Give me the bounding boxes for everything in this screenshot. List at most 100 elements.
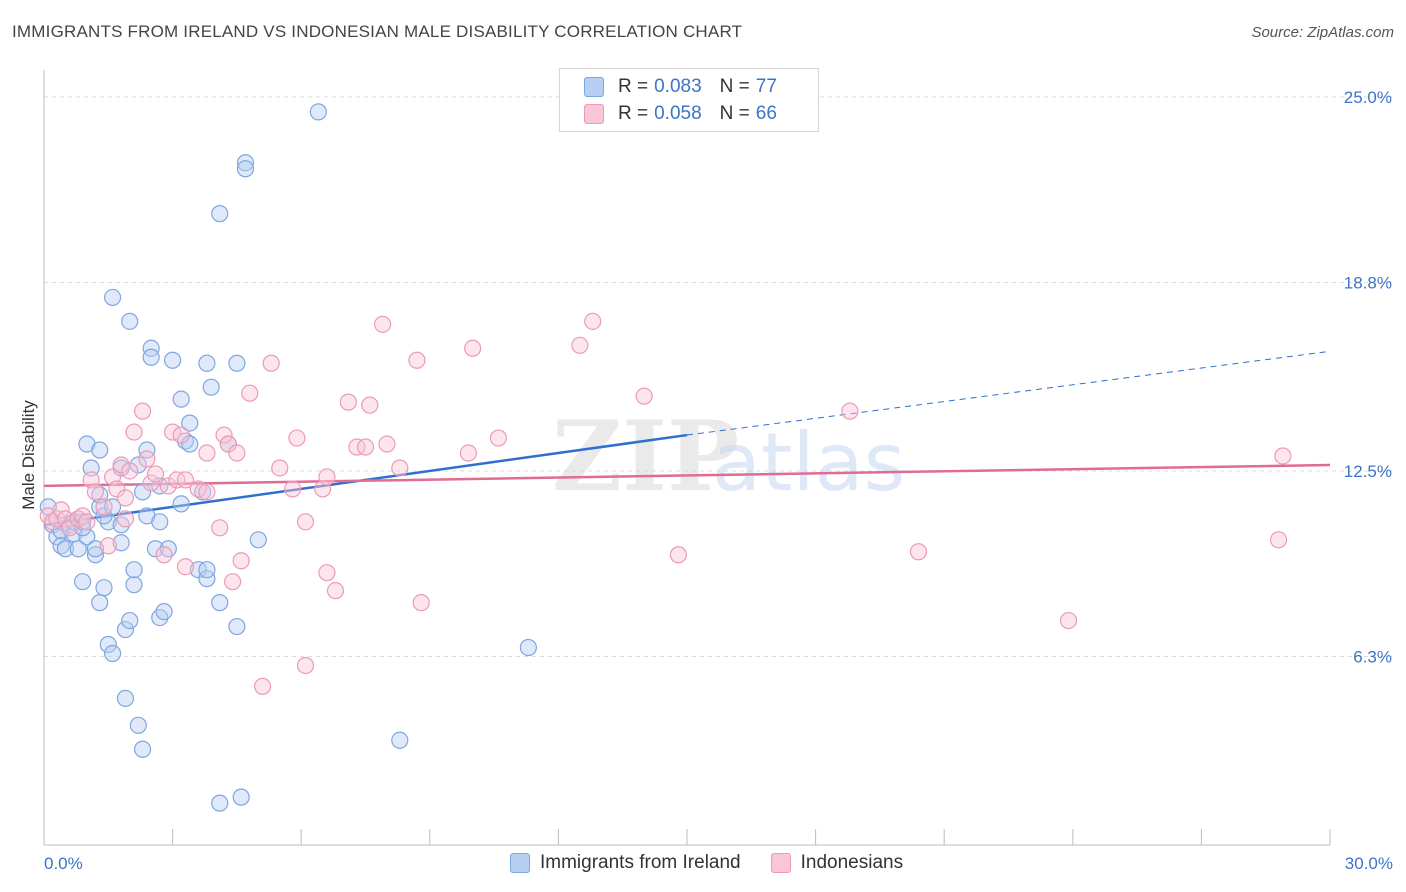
indonesians-point bbox=[326, 582, 345, 600]
ireland-point bbox=[103, 288, 122, 307]
axes bbox=[43, 70, 1331, 846]
legend-swatch-ireland bbox=[584, 77, 604, 97]
indonesians-point bbox=[61, 519, 79, 537]
indonesians-point bbox=[224, 573, 242, 591]
ireland-point bbox=[91, 594, 109, 612]
indonesians-point bbox=[176, 558, 195, 576]
series-swatch-ireland bbox=[510, 853, 530, 873]
y-tick-label: 25.0% bbox=[1344, 88, 1392, 107]
indonesians-point bbox=[296, 656, 315, 675]
n-value: 66 bbox=[755, 103, 777, 124]
indonesians-point bbox=[318, 564, 336, 582]
series-name-ireland: Immigrants from Ireland bbox=[540, 852, 741, 873]
indonesians-point bbox=[271, 459, 289, 477]
series-legend: Immigrants from Ireland Indonesians bbox=[510, 852, 933, 874]
ireland-point bbox=[103, 644, 122, 663]
y-tick-label: 6.3% bbox=[1353, 647, 1392, 666]
indonesians-point bbox=[412, 594, 430, 612]
r-label: R = bbox=[618, 76, 649, 97]
indonesians-point bbox=[176, 471, 195, 489]
ireland-point bbox=[181, 435, 199, 453]
ireland-point bbox=[181, 414, 199, 432]
ireland-point bbox=[95, 507, 113, 525]
indonesians-point bbox=[356, 438, 375, 456]
ireland-point bbox=[129, 456, 147, 474]
indonesians-point bbox=[155, 546, 173, 564]
ireland-point bbox=[211, 794, 229, 812]
indonesians-point bbox=[464, 339, 482, 357]
ireland-point bbox=[95, 579, 113, 597]
tick-labels: 6.3% 12.5% 18.8% 25.0% 0.0% 30.0% bbox=[44, 88, 1393, 873]
indonesians-point bbox=[489, 429, 507, 447]
ireland-point bbox=[228, 617, 246, 636]
indonesians-point bbox=[909, 543, 928, 561]
indonesians-point bbox=[99, 537, 117, 555]
correlation-legend: R = 0.083 N = 77 R = 0.058 N = 66 bbox=[559, 68, 819, 132]
ireland-point bbox=[155, 603, 173, 621]
r-value: 0.083 bbox=[654, 76, 702, 97]
indonesians-point bbox=[86, 483, 105, 501]
ireland-point bbox=[125, 576, 143, 594]
ireland-point bbox=[142, 339, 160, 357]
y-tick-label: 12.5% bbox=[1344, 462, 1392, 481]
ireland-point bbox=[236, 160, 255, 178]
ireland-point bbox=[164, 351, 182, 369]
source-credit: Source: ZipAtlas.com bbox=[1251, 24, 1394, 41]
indonesians-point bbox=[211, 519, 229, 537]
legend-row-indonesians: R = 0.058 N = 66 bbox=[584, 101, 795, 127]
indonesians-point bbox=[635, 387, 653, 405]
ireland-point bbox=[138, 441, 156, 459]
watermark: ZIP atlas bbox=[552, 400, 905, 513]
indonesians-point bbox=[108, 480, 126, 498]
indonesians-point bbox=[159, 477, 177, 495]
series-swatch-indonesians bbox=[770, 853, 791, 873]
ireland-point bbox=[232, 788, 250, 806]
ireland-point bbox=[151, 513, 169, 531]
ireland-point bbox=[391, 731, 409, 749]
indonesians-point bbox=[262, 354, 280, 372]
ireland-point bbox=[198, 570, 216, 588]
indonesians-point bbox=[52, 501, 70, 519]
indonesians-point bbox=[121, 462, 139, 480]
ireland-point bbox=[202, 378, 220, 396]
ireland-point bbox=[172, 495, 190, 513]
ireland-point bbox=[125, 561, 143, 579]
indonesians-point bbox=[146, 465, 165, 483]
y-axis-label: Male Disability bbox=[19, 400, 38, 510]
ireland-point bbox=[211, 205, 229, 223]
ireland-point bbox=[172, 390, 190, 408]
indonesians-point bbox=[254, 677, 272, 696]
series-legend-ireland: Immigrants from Ireland bbox=[510, 852, 741, 874]
data-points bbox=[39, 103, 1292, 812]
indonesians-point bbox=[339, 393, 357, 411]
indonesians-trend-line bbox=[43, 463, 1331, 488]
indonesians-point bbox=[232, 552, 250, 570]
indonesians-point bbox=[138, 450, 156, 468]
ireland-point bbox=[73, 573, 92, 591]
trend-lines bbox=[43, 350, 1331, 527]
r-value: 0.058 bbox=[654, 103, 702, 124]
indonesians-point bbox=[1274, 447, 1292, 465]
watermark-zip: ZIP bbox=[552, 400, 739, 513]
indonesians-point bbox=[584, 312, 602, 330]
indonesians-point bbox=[95, 498, 113, 516]
indonesians-point bbox=[241, 384, 259, 402]
ireland-point bbox=[309, 103, 327, 121]
ireland-point bbox=[116, 689, 135, 707]
ireland-point bbox=[236, 154, 255, 172]
indonesians-point bbox=[288, 429, 306, 447]
ireland-point bbox=[249, 531, 267, 549]
series-name-indonesians: Indonesians bbox=[800, 852, 904, 873]
ireland-point bbox=[86, 546, 105, 564]
x-tick-label: 0.0% bbox=[44, 854, 83, 873]
series-legend-indonesians: Indonesians bbox=[770, 852, 904, 874]
indonesians-point bbox=[378, 435, 396, 453]
indonesians-point bbox=[361, 396, 379, 414]
n-label: N = bbox=[719, 103, 750, 124]
ireland-point bbox=[519, 638, 537, 657]
ireland-point bbox=[56, 540, 75, 558]
chart-title: IMMIGRANTS FROM IRELAND VS INDONESIAN MA… bbox=[12, 22, 743, 41]
ireland-point bbox=[211, 594, 229, 612]
indonesians-point bbox=[142, 474, 160, 492]
ireland-point bbox=[99, 635, 117, 654]
